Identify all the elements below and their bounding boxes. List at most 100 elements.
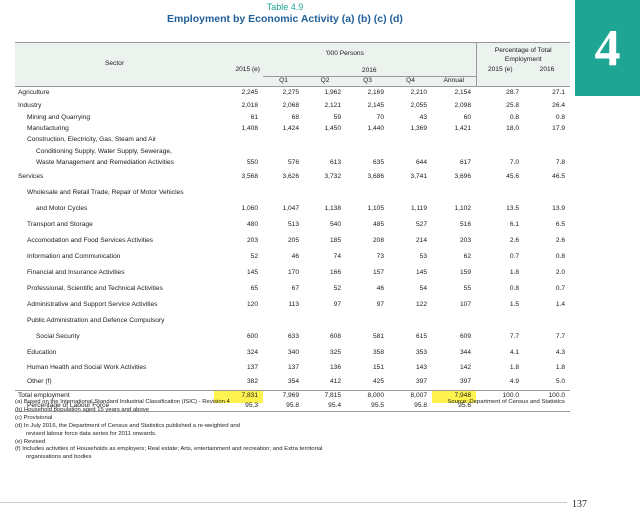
cell-2015: 61 bbox=[250, 113, 258, 121]
row-label: Waste Management and Remediation Activit… bbox=[36, 158, 174, 166]
cell-annual: 3,696 bbox=[454, 172, 471, 180]
cell-q1: 2,068 bbox=[282, 101, 299, 109]
row-wholesale-line1: Wholesale and Retail Trade, Repair of Mo… bbox=[15, 186, 570, 202]
cell-q4: 54 bbox=[419, 285, 427, 293]
cell-q2: 166 bbox=[329, 269, 341, 277]
cell-pct-2016: 17.9 bbox=[552, 124, 565, 132]
cell-q3: 425 bbox=[372, 378, 384, 386]
row-label: Total employment bbox=[15, 390, 214, 403]
cell-annual: 142 bbox=[459, 363, 471, 371]
cell-2015: 324 bbox=[246, 348, 258, 356]
col-pct-2015: 2015 (e) bbox=[475, 66, 524, 87]
row-agriculture: Agriculture 2,245 2,275 1,962 2,169 2,21… bbox=[15, 87, 570, 100]
cell-q2: 7,815 bbox=[304, 390, 346, 403]
cell-2015: 2,018 bbox=[241, 101, 258, 109]
cell-pct-2016: 1.8 bbox=[555, 363, 565, 371]
cell-q1: 1,047 bbox=[282, 205, 299, 213]
cell-pct-2016: 27.1 bbox=[552, 88, 565, 96]
col-annual: Annual bbox=[443, 77, 465, 85]
row-label: Conditioning Supply, Water Supply, Sewer… bbox=[36, 147, 172, 155]
col-2015: 2015 (e) bbox=[235, 65, 260, 73]
row-health: Human Health and Social Work Activities … bbox=[15, 361, 570, 376]
cell-q1: 170 bbox=[287, 269, 299, 277]
row-label: Percentage of Labour Force bbox=[15, 402, 214, 412]
table-notes: (a) Based on the International Standard … bbox=[15, 399, 570, 462]
cell-2015: 120 bbox=[246, 301, 258, 309]
cell-q3: 157 bbox=[372, 269, 384, 277]
cell-annual: 2,154 bbox=[454, 88, 471, 96]
cell-annual: 203 bbox=[459, 237, 471, 245]
cell-q4: 214 bbox=[415, 237, 427, 245]
cell-q3: 46 bbox=[376, 285, 384, 293]
footer-divider bbox=[0, 502, 567, 503]
cell-q4: 2,055 bbox=[410, 101, 427, 109]
cell-q4: 53 bbox=[419, 253, 427, 261]
cell-2015: 2,245 bbox=[241, 88, 258, 96]
cell-q3: 485 bbox=[372, 221, 384, 229]
cell-q2: 52 bbox=[333, 285, 341, 293]
cell-q4: 1,119 bbox=[410, 205, 427, 213]
row-label: Administrative and Support Service Activ… bbox=[27, 301, 158, 309]
col-pct-2016: 2016 bbox=[539, 65, 555, 73]
cell-pct-2016: 1.4 bbox=[555, 301, 565, 309]
cell-q3: 95.5 bbox=[346, 402, 389, 412]
cell-pct-2015: 4.9 bbox=[509, 378, 519, 386]
row-wholesale: and Motor Cycles 1,060 1,047 1,138 1,105… bbox=[15, 202, 570, 218]
cell-q1: 576 bbox=[287, 158, 299, 166]
cell-q2: 540 bbox=[329, 221, 341, 229]
cell-2015: 382 bbox=[246, 378, 258, 386]
cell-q3: 97 bbox=[376, 301, 384, 309]
col-q2: Q2 bbox=[320, 77, 330, 85]
col-q3: Q3 bbox=[363, 77, 372, 85]
cell-q3: 151 bbox=[372, 363, 384, 371]
cell-q1: 113 bbox=[288, 301, 299, 309]
cell-q3: 70 bbox=[376, 113, 384, 121]
cell-q4: 615 bbox=[415, 333, 427, 341]
cell-q2: 613 bbox=[329, 158, 341, 166]
cell-q2: 97 bbox=[333, 301, 341, 309]
cell-q1: 2,275 bbox=[282, 88, 299, 96]
cell-pct-2016: 7.8 bbox=[555, 158, 565, 166]
row-accommodation: Accomodation and Food Services Activitie… bbox=[15, 234, 570, 250]
cell-pct-2015: 0.8 bbox=[509, 285, 519, 293]
cell-q4: 3,741 bbox=[410, 172, 427, 180]
cell-q1: 340 bbox=[287, 348, 299, 356]
cell-q1: 633 bbox=[287, 333, 299, 341]
cell-annual: 1,102 bbox=[454, 205, 471, 213]
table-title: Employment by Economic Activity (a) (b) … bbox=[167, 13, 403, 25]
row-public-admin: Social Security 600 633 608 581 615 609 … bbox=[15, 330, 570, 346]
cell-2015: 1,060 bbox=[241, 205, 258, 213]
cell-q1: 137 bbox=[287, 363, 299, 371]
cell-pct-2015: 1.5 bbox=[509, 301, 519, 309]
cell-q4: 644 bbox=[415, 158, 427, 166]
cell-2015: 600 bbox=[246, 333, 258, 341]
cell-q1: 1,424 bbox=[282, 124, 299, 132]
row-label: Education bbox=[27, 348, 57, 356]
cell-annual: 617 bbox=[459, 158, 471, 166]
row-services: Services 3,568 3,626 3,732 3,686 3,741 3… bbox=[15, 169, 570, 186]
cell-pct-2015: 6.1 bbox=[509, 221, 519, 229]
row-label: Social Security bbox=[36, 333, 80, 341]
cell-q4: 145 bbox=[415, 269, 427, 277]
cell-q3: 358 bbox=[372, 348, 384, 356]
cell-q3: 73 bbox=[376, 253, 384, 261]
cell-pct-2015: 28.7 bbox=[506, 88, 519, 96]
row-construction: Waste Management and Remediation Activit… bbox=[15, 158, 570, 169]
row-label: Transport and Storage bbox=[27, 221, 93, 229]
cell-q4: 143 bbox=[415, 363, 427, 371]
cell-pct-2015: 2.6 bbox=[509, 237, 519, 245]
page-number: 137 bbox=[572, 499, 587, 510]
cell-q4: 1,369 bbox=[410, 124, 427, 132]
cell-2015: 145 bbox=[246, 269, 258, 277]
row-public-admin-line1: Public Administration and Defence Compul… bbox=[15, 314, 570, 330]
cell-2015: 1,408 bbox=[241, 124, 258, 132]
employment-table: Sector '000 Persons Percentage of Total … bbox=[15, 42, 570, 412]
table-number: Table 4.9 bbox=[266, 2, 304, 12]
cell-2015: 95.3 bbox=[214, 402, 263, 412]
cell-pct-2016: 26.4 bbox=[552, 101, 565, 109]
cell-annual: 344 bbox=[459, 348, 471, 356]
cell-pct-2015: 7.0 bbox=[509, 158, 519, 166]
row-label: Professional, Scientific and Technical A… bbox=[27, 285, 163, 293]
row-label: Construction, Electricity, Gas, Steam an… bbox=[27, 136, 157, 144]
note-c: (c) Provisional bbox=[15, 414, 53, 421]
